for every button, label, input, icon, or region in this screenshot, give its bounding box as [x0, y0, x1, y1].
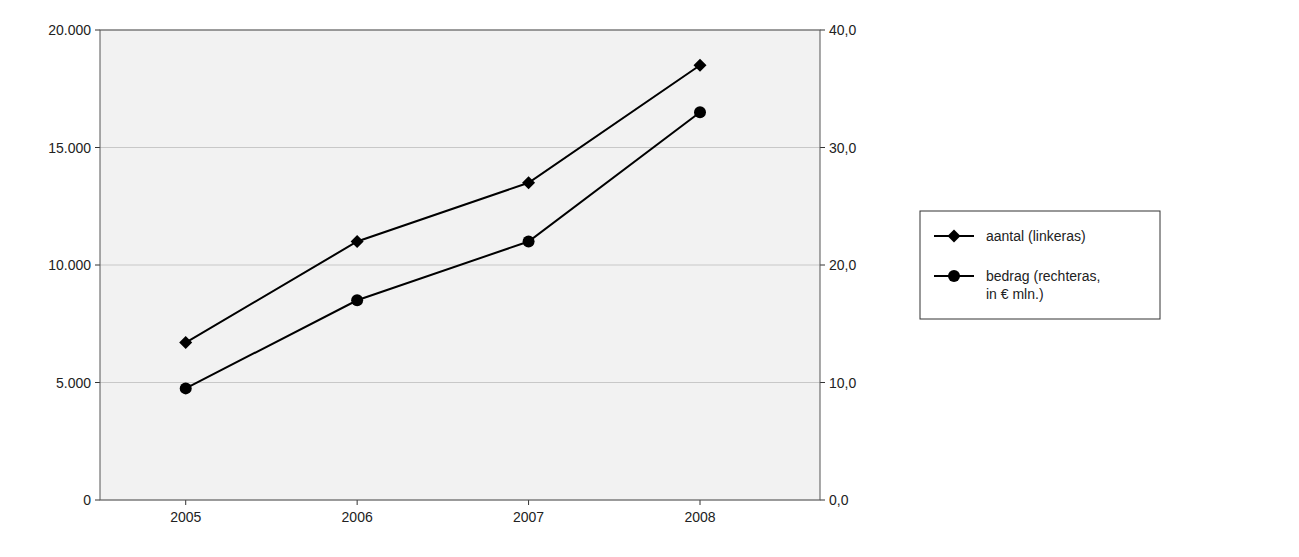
x-tick: [185, 500, 186, 505]
legend-label-line: aantal (linkeras): [986, 228, 1086, 244]
grid-line: [100, 147, 820, 148]
x-tick-label: 2007: [513, 509, 544, 525]
y2-tick-label: 10,0: [829, 375, 856, 391]
x-tick-label: 2005: [170, 509, 201, 525]
y-tick: [95, 500, 100, 501]
y2-tick: [820, 382, 825, 383]
y2-tick: [820, 265, 825, 266]
plot-frame: [100, 30, 820, 500]
y-tick: [95, 382, 100, 383]
series-line: [186, 112, 700, 388]
series-group: [179, 59, 706, 395]
y-tick: [95, 147, 100, 148]
legend-label: bedrag (rechteras, in € mln.): [986, 268, 1100, 302]
y-tick-label: 10.000: [48, 257, 91, 273]
grid-line: [100, 382, 820, 383]
series-marker: [523, 236, 535, 248]
y2-tick: [820, 147, 825, 148]
x-tick: [700, 500, 701, 505]
series-marker: [179, 336, 192, 349]
x-tick: [357, 500, 358, 505]
series-line: [186, 65, 700, 342]
y2-tick-label: 30,0: [829, 140, 856, 156]
x-tick-label: 2008: [684, 509, 715, 525]
legend-label: aantal (linkeras): [986, 228, 1086, 244]
y2-tick-label: 0,0: [829, 492, 849, 508]
y-tick: [95, 265, 100, 266]
series-marker: [351, 235, 364, 248]
y-tick-label: 0: [83, 492, 91, 508]
y-tick: [95, 30, 100, 31]
legend-marker: [948, 270, 960, 282]
x-tick: [528, 500, 529, 505]
plot-area: [100, 30, 820, 500]
y-tick-label: 5.000: [56, 375, 91, 391]
series-marker: [694, 106, 706, 118]
y-tick-label: 20.000: [48, 22, 91, 38]
y2-tick: [820, 30, 825, 31]
series-marker: [180, 382, 192, 394]
legend-marker: [948, 230, 961, 243]
x-tick-label: 2006: [342, 509, 373, 525]
series-marker: [522, 176, 535, 189]
legend: aantal (linkeras) bedrag (rechteras, in € …: [920, 211, 1160, 319]
legend-box: [920, 211, 1160, 319]
legend-label-line: bedrag (rechteras,: [986, 268, 1100, 284]
series-marker: [351, 294, 363, 306]
y2-tick: [820, 500, 825, 501]
y2-tick-label: 20,0: [829, 257, 856, 273]
chart: 0 5.000 10.000 15.000 20.000 0,0 10,0 20,0 30,0 4…: [0, 0, 1299, 557]
series-marker: [694, 59, 707, 72]
y2-tick-label: 40,0: [829, 22, 856, 38]
legend-label-line: in € mln.): [986, 286, 1044, 302]
y-tick-label: 15.000: [48, 140, 91, 156]
